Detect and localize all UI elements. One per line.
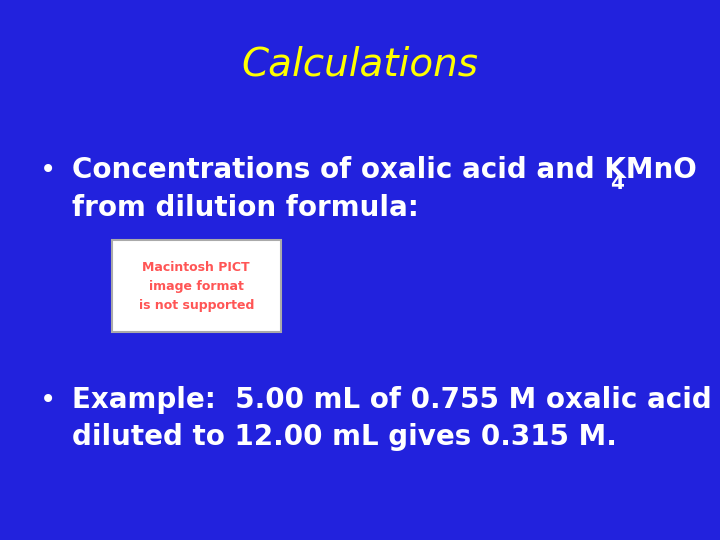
Text: •: • [40,386,56,414]
Text: from dilution formula:: from dilution formula: [72,194,419,222]
FancyBboxPatch shape [112,240,281,332]
Text: Macintosh PICT
image format
is not supported: Macintosh PICT image format is not suppo… [138,261,254,312]
Text: Example:  5.00 mL of 0.755 M oxalic acid: Example: 5.00 mL of 0.755 M oxalic acid [72,386,712,414]
Text: 4: 4 [611,174,624,193]
Text: Concentrations of oxalic acid and KMnO: Concentrations of oxalic acid and KMnO [72,156,697,184]
Text: •: • [40,156,56,184]
Text: Calculations: Calculations [241,46,479,84]
Text: diluted to 12.00 mL gives 0.315 M.: diluted to 12.00 mL gives 0.315 M. [72,423,617,451]
